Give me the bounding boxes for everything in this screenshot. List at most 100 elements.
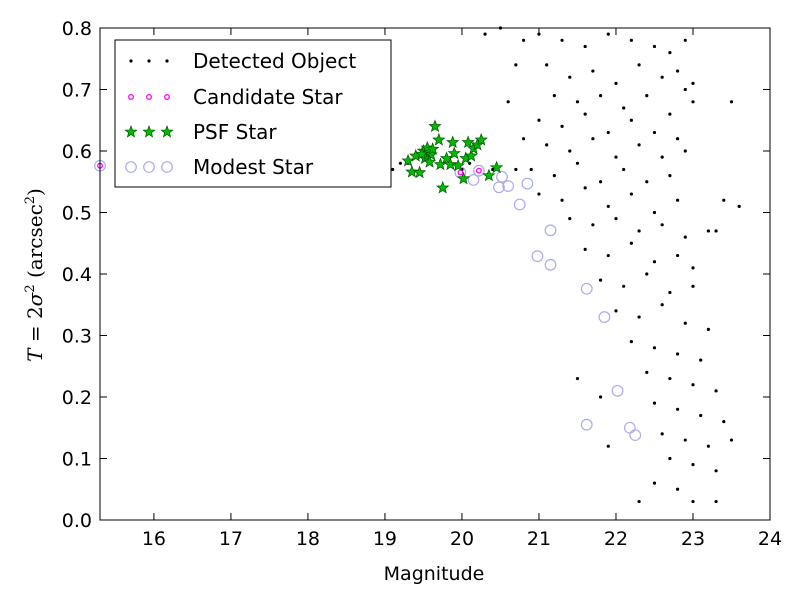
detected-object-point (660, 432, 664, 436)
x-tick-label: 24 (758, 528, 782, 550)
modest-star-point (580, 282, 593, 295)
legend-label-candidate: Candidate Star (193, 85, 343, 109)
detected-object-point (521, 137, 526, 141)
modest-star-point (629, 429, 642, 442)
x-axis-label: Magnitude (384, 563, 485, 585)
modest-star-point (502, 180, 515, 192)
detected-object-point (668, 112, 672, 116)
detected-object-point (568, 149, 572, 153)
psf-star-point (432, 132, 446, 146)
psf-star-point (447, 146, 461, 160)
x-tick-label: 19 (373, 528, 397, 550)
candidate-star-point (457, 169, 464, 176)
legend-label-psf: PSF Star (193, 120, 277, 144)
y-tick-label: 0.4 (62, 264, 92, 286)
y-tick-label: 0.2 (62, 387, 92, 409)
detected-object-point (660, 303, 664, 307)
detected-object-point (529, 167, 533, 172)
psf-star-point (436, 180, 450, 194)
detected-object-point (537, 192, 541, 196)
detected-object-point (668, 51, 672, 55)
psf-star-point (461, 135, 475, 149)
detected-object-point (691, 266, 695, 270)
modest-star-point (496, 170, 508, 183)
modest-star-point (544, 258, 557, 271)
detected-object-point (729, 100, 734, 104)
modest-star-point (467, 174, 480, 186)
detected-object-point (568, 217, 572, 221)
detected-object-point (552, 174, 556, 178)
detected-object-point (606, 204, 610, 208)
detected-object-point (683, 235, 687, 239)
psf-star-point (489, 160, 504, 174)
detected-object-point (622, 284, 626, 288)
detected-object-point (568, 75, 572, 79)
y-tick-label: 0.8 (62, 18, 92, 40)
psf-star-point (456, 171, 471, 185)
detected-object-point (675, 352, 680, 356)
modest-star-point (521, 177, 534, 190)
x-tick-label: 22 (604, 528, 628, 550)
modest-star-point (531, 250, 544, 263)
legend-marker-modest (161, 161, 173, 173)
y-tick-label: 0.5 (62, 203, 92, 225)
detected-object-point (722, 420, 726, 424)
detected-object-point (652, 346, 657, 350)
detected-object-point (729, 438, 734, 442)
detected-object-point (675, 407, 680, 411)
y-axis-label-sym: σ (23, 291, 47, 306)
detected-object-point (637, 315, 641, 319)
x-tick-label: 17 (219, 528, 243, 550)
detected-object-point (521, 38, 526, 42)
modest-star-point (493, 181, 505, 194)
detected-object-point (629, 241, 633, 245)
modest-star-point (611, 384, 624, 397)
legend-markers (124, 59, 174, 173)
detected-object-point (668, 376, 672, 381)
detected-object-point (614, 217, 618, 221)
modest-star-point (472, 164, 485, 177)
detected-object-point (652, 44, 657, 49)
y-axis-label-eq: = 2 (23, 306, 47, 348)
psf-star-point (412, 165, 427, 179)
detected-object-point (706, 327, 710, 331)
detected-object-point (514, 63, 518, 67)
detected-object-point (622, 106, 626, 110)
x-tick-label: 21 (527, 528, 551, 550)
detected-object-point (560, 124, 564, 128)
detected-object-point (614, 81, 618, 85)
modest-star-point (544, 224, 557, 237)
ticks-layer: 16 17 18 19 20 21 22 23 24 0.0 0.1 0.2 0.3 0.4 0.5 0.6 0… (62, 18, 782, 550)
detected-object-point (714, 469, 718, 473)
y-tick-label: 0.3 (62, 326, 92, 348)
detected-object-point (629, 192, 633, 196)
y-tick-label: 0.7 (62, 80, 92, 102)
detected-object-point (591, 223, 595, 227)
psf-star-point (464, 148, 478, 162)
detected-object-point (637, 499, 641, 504)
psf-star-point (474, 132, 488, 146)
x-tick-label: 20 (450, 528, 474, 550)
detected-object-point (652, 260, 657, 264)
detected-object-point (637, 143, 641, 147)
detected-object-point (537, 118, 541, 122)
detected-object-point (652, 401, 657, 405)
psf-star-point (482, 168, 496, 182)
detected-object-point (675, 487, 680, 491)
detected-object-point (683, 438, 687, 442)
modest-star-point (623, 421, 636, 434)
detected-object-point (629, 38, 633, 42)
modest-star-point (513, 198, 526, 211)
y-axis-label-unit-open: (arcsec (23, 204, 47, 284)
detected-object-point (598, 180, 603, 184)
psf-star-point (401, 153, 415, 167)
legend: Detected Object Candidate Star PSF Star … (114, 39, 392, 188)
detected-object-point (575, 161, 580, 165)
psf-star-point (422, 155, 437, 168)
plot-layer (94, 26, 741, 504)
detected-object-point (714, 229, 718, 233)
detected-object-point (545, 63, 549, 67)
detected-object-point (629, 118, 633, 122)
